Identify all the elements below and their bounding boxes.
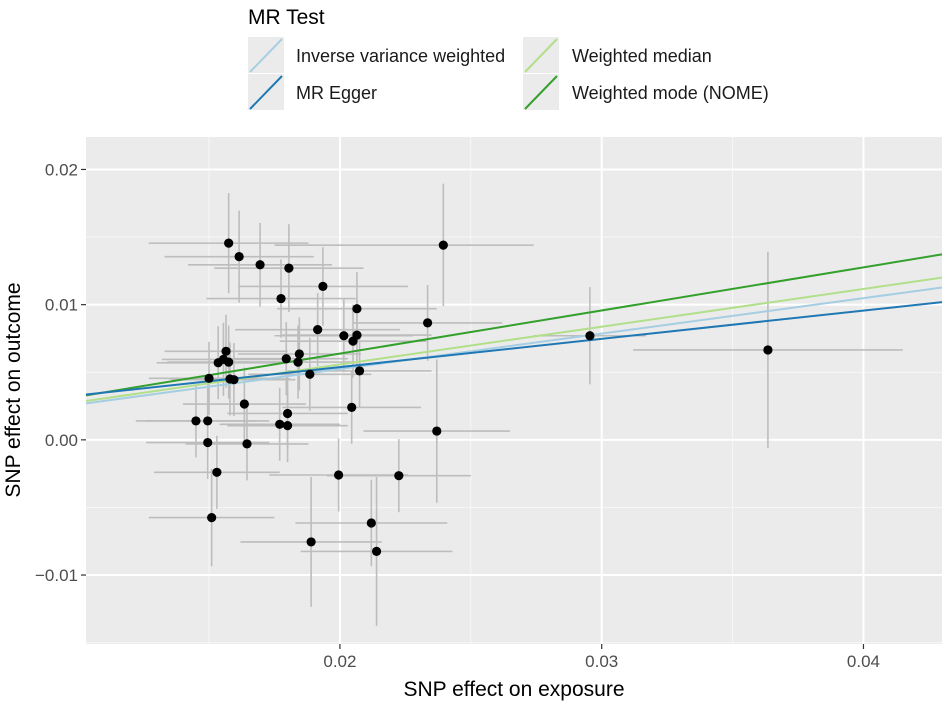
y-tick-label: 0.01: [45, 296, 78, 315]
data-point: [234, 252, 244, 262]
data-point: [221, 346, 231, 356]
data-point: [239, 399, 249, 409]
y-tick-label: 0.00: [45, 431, 78, 450]
data-points: [191, 238, 773, 556]
legend-key-egger: [249, 75, 283, 110]
data-point: [306, 537, 316, 547]
x-axis-title: SNP effect on exposure: [403, 678, 624, 701]
data-point: [293, 357, 303, 367]
data-point: [294, 349, 304, 359]
legend-label-egger: MR Egger: [296, 83, 377, 103]
data-point: [203, 437, 213, 448]
data-point: [204, 373, 214, 383]
data-point: [255, 260, 265, 270]
data-point: [224, 357, 234, 367]
fit-line-weighted-mode-nome: [86, 253, 942, 397]
plot-panel: [86, 137, 942, 644]
data-point: [224, 238, 234, 248]
data-point: [282, 408, 293, 419]
data-point: [276, 293, 286, 304]
data-point: [318, 281, 328, 291]
legend-label-wmode: Weighted mode (NOME): [572, 83, 769, 103]
y-axis-title: SNP effect on outcome: [2, 282, 25, 497]
data-point: [305, 369, 315, 379]
legend-label-ivw: Inverse variance weighted: [296, 46, 505, 66]
data-point: [438, 240, 448, 250]
data-point: [212, 467, 222, 477]
data-point: [585, 331, 595, 341]
data-point: [242, 439, 252, 449]
data-point: [284, 263, 294, 273]
x-tick-label: 0.02: [323, 652, 356, 671]
legend-key-wmedian: [524, 38, 558, 73]
data-point: [366, 518, 376, 528]
y-tick-label: 0.02: [45, 160, 78, 179]
data-point: [191, 416, 201, 426]
data-point: [282, 421, 293, 431]
legend-title: MR Test: [248, 6, 325, 29]
data-point: [423, 318, 433, 328]
legend: MR Test Inverse variance weighted MR Egg…: [248, 6, 769, 110]
data-point: [354, 366, 365, 376]
x-tick-label: 0.03: [585, 652, 618, 671]
data-point: [371, 546, 382, 556]
fit-line-inverse-variance-weighted: [86, 286, 942, 405]
y-axis: −0.01 0.00 0.01 0.02: [35, 160, 86, 585]
grid-major: [86, 137, 942, 644]
x-axis: 0.02 0.03 0.04: [323, 644, 880, 671]
legend-label-wmedian: Weighted median: [572, 46, 712, 66]
data-point: [432, 426, 442, 436]
legend-key-wmode: [524, 75, 558, 110]
data-point: [275, 419, 285, 429]
data-point: [229, 375, 239, 385]
data-point: [347, 402, 357, 412]
legend-key-ivw: [249, 38, 283, 73]
x-tick-label: 0.04: [847, 652, 880, 671]
data-point: [352, 304, 362, 314]
data-point: [334, 470, 344, 480]
data-point: [348, 336, 358, 346]
data-point: [203, 416, 213, 426]
data-point: [207, 512, 217, 523]
data-point: [394, 471, 404, 481]
data-point: [763, 345, 773, 355]
y-tick-label: −0.01: [35, 566, 78, 585]
data-point: [281, 354, 291, 364]
data-point: [339, 331, 349, 341]
data-point: [313, 325, 323, 335]
